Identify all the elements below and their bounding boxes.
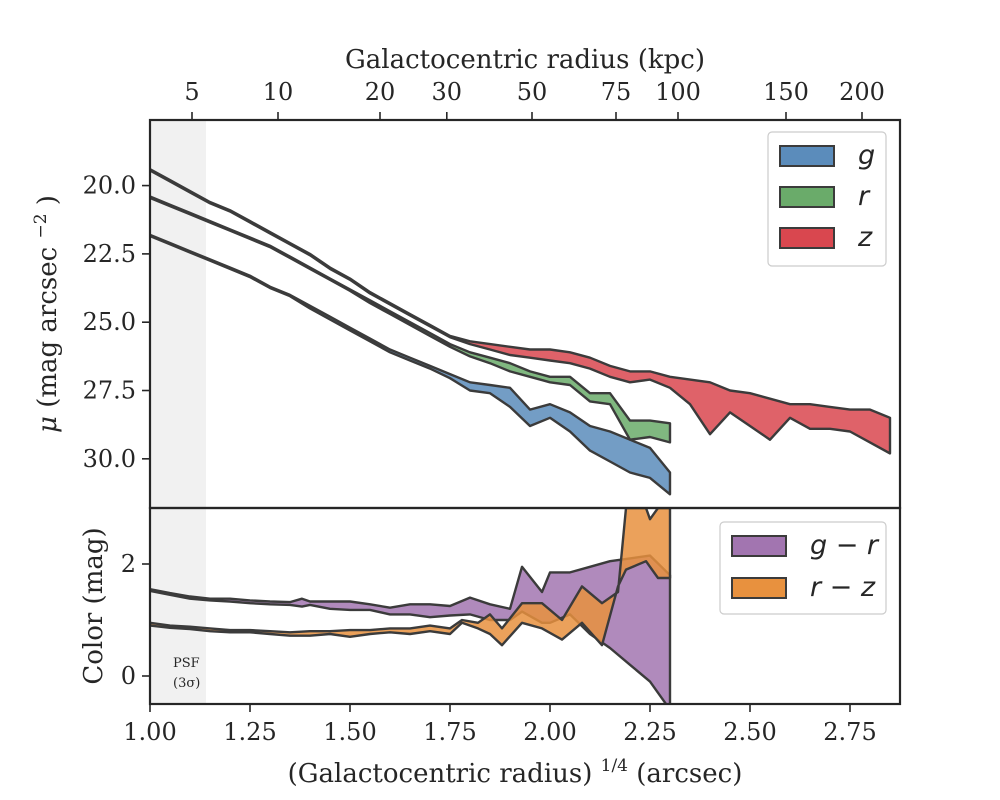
top-y-axis-label-exponent: −2 <box>31 213 51 238</box>
top-xtick-label: 50 <box>517 78 548 106</box>
legend-swatch <box>779 227 835 249</box>
top-xtick-label: 75 <box>601 78 632 106</box>
top-ytick-label: 20.0 <box>83 172 136 200</box>
top-ytick-label: 27.5 <box>83 377 136 405</box>
bottom-x-axis-label-exponent: 1/4 <box>601 756 628 776</box>
psf-region-bottom <box>150 508 206 704</box>
top-xtick-label: 20 <box>365 78 396 106</box>
bottom-xtick-label: 2.75 <box>823 718 876 746</box>
band-g <box>150 233 672 496</box>
top-y-axis-label-close: ) <box>33 195 63 205</box>
psf-region-top <box>150 120 206 508</box>
legend-label: z <box>857 222 873 253</box>
top-xtick-label: 150 <box>763 78 809 106</box>
top-axis-title: Galactocentric radius (kpc) <box>345 45 705 75</box>
bottom-xtick-label: 1.75 <box>423 718 476 746</box>
top-xtick-label: 200 <box>839 78 885 106</box>
bottom-xtick-label: 1.25 <box>223 718 276 746</box>
bottom-xtick-label: 2.50 <box>723 718 776 746</box>
bottom-legend: g − r r − z <box>719 521 887 615</box>
legend-swatch <box>731 535 787 557</box>
band-z <box>150 168 892 455</box>
top-xtick-label: 10 <box>263 78 294 106</box>
legend-label: g <box>858 140 875 171</box>
bottom-x-axis-label-units: (arcsec) <box>636 759 742 789</box>
bottom-xtick-label: 2.00 <box>523 718 576 746</box>
bottom-panel-bands <box>150 508 672 704</box>
top-panel-bands <box>150 168 892 496</box>
top-ytick-label: 25.0 <box>83 308 136 336</box>
bottom-xtick-label: 1.50 <box>323 718 376 746</box>
top-y-axis-label-mu: μ <box>33 416 63 433</box>
bottom-ytick-label: 0 <box>121 662 136 690</box>
legend-label: r − z <box>810 572 876 603</box>
legend-swatch <box>731 577 787 599</box>
legend-label: g − r <box>810 530 880 561</box>
psf-label-line1: PSF <box>173 656 200 671</box>
psf-label-line2: (3σ) <box>173 676 200 691</box>
band-r <box>150 195 672 444</box>
top-ytick-label: 30.0 <box>83 445 136 473</box>
top-xtick-label: 5 <box>184 78 199 106</box>
top-ytick-label: 22.5 <box>83 240 136 268</box>
legend-swatch <box>779 186 835 208</box>
band-r-z <box>150 508 672 647</box>
bottom-y-axis-label: Color (mag) <box>79 527 109 684</box>
band-g-r <box>150 554 672 704</box>
top-legend: grz <box>767 131 887 267</box>
bottom-x-axis-label: (Galactocentric radius) 1/4 (arcsec) <box>288 748 743 789</box>
top-y-axis-label-units: (mag arcsec <box>33 247 63 408</box>
legend-label: r <box>858 181 871 212</box>
top-xtick-label: 100 <box>655 78 701 106</box>
top-xtick-label: 30 <box>432 78 463 106</box>
legend-swatch <box>779 145 835 167</box>
bottom-panel-frame <box>148 506 902 706</box>
bottom-ytick-label: 2 <box>121 550 136 578</box>
bottom-x-axis-label-text: (Galactocentric radius) <box>288 759 593 789</box>
axes-ticks: 20.022.525.027.530.05 10 20 30 50 75 100 150 200… <box>83 78 885 746</box>
top-y-axis-label: μ (mag arcsec −2 ) <box>23 195 63 433</box>
bottom-xtick-label: 2.25 <box>623 718 676 746</box>
bottom-xtick-label: 1.00 <box>123 718 176 746</box>
